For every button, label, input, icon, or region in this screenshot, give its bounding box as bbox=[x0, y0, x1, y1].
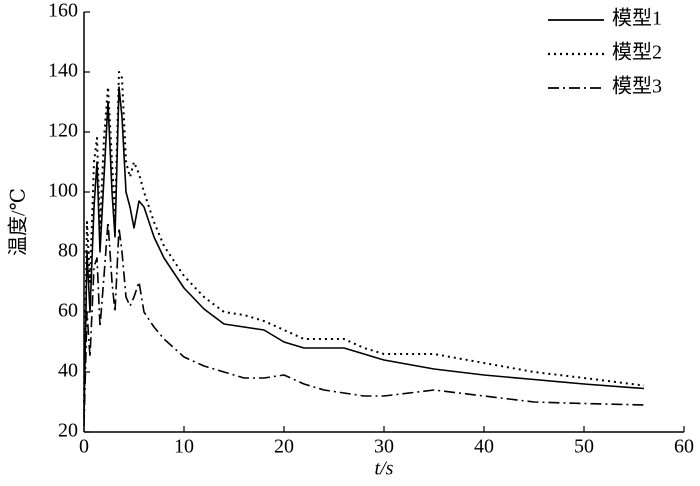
data-line bbox=[83, 71, 645, 403]
x-tick-label: 60 bbox=[674, 436, 694, 458]
y-tick-label: 40 bbox=[58, 360, 78, 382]
x-tick-label: 50 bbox=[574, 436, 594, 458]
legend-label: 模型1 bbox=[612, 7, 662, 30]
y-tick-label: 60 bbox=[58, 300, 78, 322]
y-tick-label: 140 bbox=[48, 60, 78, 82]
legend-label: 模型3 bbox=[612, 75, 662, 98]
y-tick-label: 80 bbox=[58, 240, 78, 262]
x-axis-label: t/s bbox=[375, 458, 394, 480]
y-axis-label: 温度/℃ bbox=[7, 188, 30, 256]
x-tick-label: 10 bbox=[174, 436, 194, 458]
y-tick-label: 160 bbox=[48, 0, 78, 22]
y-tick-label: 120 bbox=[48, 120, 78, 142]
x-tick-label: 20 bbox=[274, 436, 294, 458]
y-tick-label: 20 bbox=[58, 420, 78, 442]
data-line bbox=[83, 221, 645, 427]
y-tick-label: 100 bbox=[48, 180, 78, 202]
x-tick-label: 30 bbox=[374, 436, 394, 458]
data-line bbox=[83, 86, 645, 418]
legend-label: 模型2 bbox=[612, 41, 662, 64]
x-tick-label: 0 bbox=[79, 436, 89, 458]
x-tick-label: 40 bbox=[474, 436, 494, 458]
